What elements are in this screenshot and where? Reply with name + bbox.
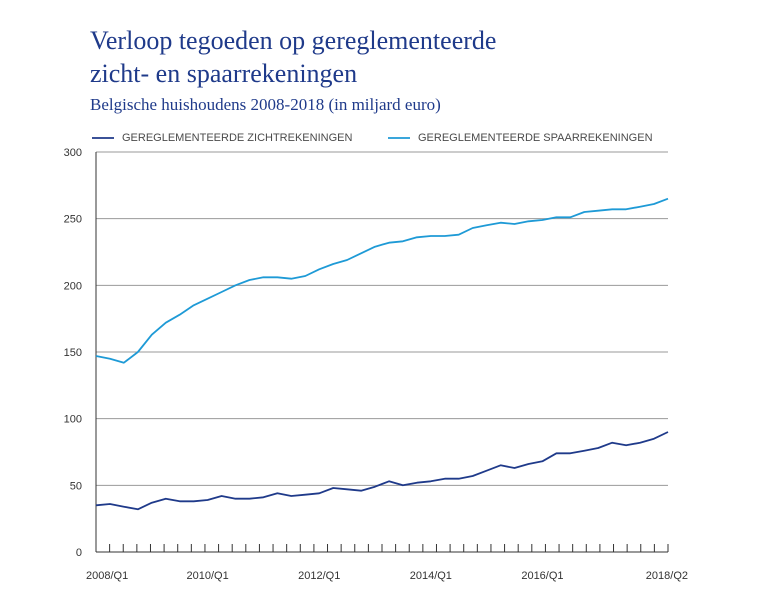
x-tick-label: 2010/Q1	[187, 570, 229, 582]
chart-title: Verloop tegoeden op gereglementeerde zic…	[90, 24, 690, 90]
series-line-spaarrekeningen	[95, 197, 669, 364]
y-tick-label: 150	[64, 347, 82, 359]
chart-title-line-2: zicht- en spaarrekeningen	[90, 59, 358, 88]
x-tick-label: 2014/Q1	[410, 570, 452, 582]
y-tick-label: 100	[64, 414, 82, 426]
y-tick-label: 300	[64, 147, 82, 159]
y-tick-label: 250	[64, 214, 82, 226]
series-line-zichtrekeningen	[95, 431, 669, 511]
x-tick-label: 2008/Q1	[86, 570, 128, 582]
axes: 2008/Q1 2010/Q1 2012/Q1 2014/Q1 2016/Q1 2018/…	[86, 152, 688, 582]
series-lines	[95, 197, 669, 511]
grid: 0 50 100 150 200 250 300	[64, 147, 668, 559]
y-tick-label: 200	[64, 280, 82, 292]
legend-label: GEREGLEMENTEERDE ZICHTREKENINGEN	[122, 132, 352, 144]
x-tick-label: 2016/Q1	[521, 570, 563, 582]
x-tick-label: 2012/Q1	[298, 570, 340, 582]
legend: GEREGLEMENTEERDE ZICHTREKENINGEN GEREGLEM…	[92, 132, 653, 144]
chart-title-line-1: Verloop tegoeden op gereglementeerde	[90, 26, 497, 55]
x-tick-label: 2018/Q2	[646, 570, 688, 582]
y-tick-label: 0	[76, 547, 82, 559]
chart-subtitle: Belgische huishoudens 2008-2018 (in milj…	[90, 95, 441, 114]
legend-label: GEREGLEMENTEERDE SPAARREKENINGEN	[418, 132, 653, 144]
y-tick-label: 50	[70, 480, 82, 492]
